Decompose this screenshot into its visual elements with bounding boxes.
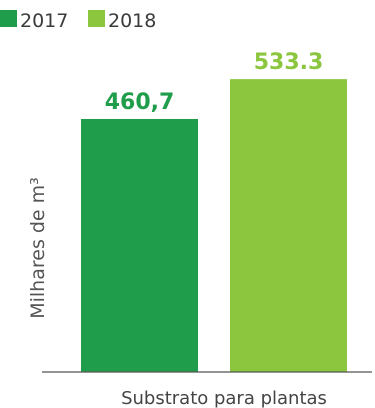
legend-swatch-2017 (0, 10, 17, 27)
y-axis-title: Milhares de m³ (27, 177, 49, 319)
data-label-2018: 533.3 (254, 50, 324, 75)
legend-swatch-2018 (88, 10, 105, 27)
legend-label-2017: 2017 (20, 10, 68, 32)
category-label: Substrato para plantas (121, 388, 327, 408)
legend: 2017 2018 (0, 10, 156, 32)
bar-2018 (230, 79, 347, 372)
bars-group: 460,7 533.3 (81, 50, 347, 372)
legend-label-2018: 2018 (108, 10, 156, 32)
bar-2017 (81, 119, 198, 372)
data-label-2017: 460,7 (105, 90, 175, 115)
